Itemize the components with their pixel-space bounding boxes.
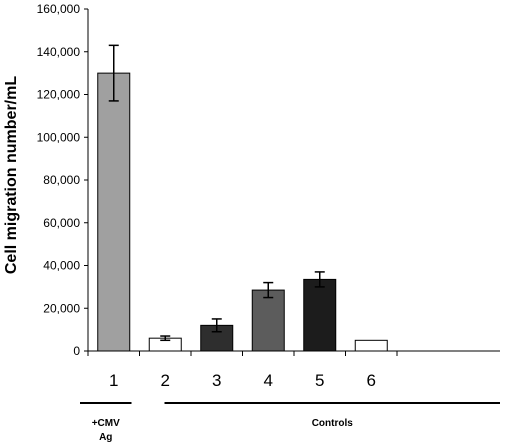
y-tick-label: 160,000 bbox=[37, 2, 81, 16]
group-label: Controls bbox=[312, 418, 354, 429]
bars bbox=[97, 44, 388, 352]
group-brackets: +CMV Ag Controls bbox=[80, 402, 500, 443]
y-tick-label: 120,000 bbox=[37, 88, 81, 102]
category-label-3: 3 bbox=[212, 371, 221, 390]
y-tick-label: 60,000 bbox=[43, 216, 80, 230]
y-tick-label: 80,000 bbox=[43, 173, 80, 187]
y-tick-label: 0 bbox=[73, 344, 80, 358]
category-label-4: 4 bbox=[264, 371, 273, 390]
category-label-6: 6 bbox=[367, 371, 376, 390]
y-tick-label: 40,000 bbox=[43, 259, 80, 273]
category-label-2: 2 bbox=[161, 371, 170, 390]
x-axis: 1 2 3 4 5 6 bbox=[87, 350, 500, 390]
y-tick-label: 140,000 bbox=[37, 45, 81, 59]
bar-1 bbox=[97, 72, 131, 352]
bar-4 bbox=[251, 289, 285, 352]
bar-5 bbox=[303, 278, 337, 352]
y-axis: 0 20,000 40,000 60,000 80,000 100,000 120,000 1… bbox=[37, 2, 89, 358]
y-axis-label: Cell migration number/mL bbox=[3, 76, 20, 274]
bar-6 bbox=[354, 339, 388, 352]
category-label-5: 5 bbox=[315, 371, 324, 390]
y-tick-label: 100,000 bbox=[37, 130, 81, 144]
group-label: +CMV bbox=[92, 418, 120, 429]
category-label-1: 1 bbox=[109, 371, 118, 390]
group-label: Ag bbox=[99, 432, 112, 443]
y-tick-label: 20,000 bbox=[43, 301, 80, 315]
